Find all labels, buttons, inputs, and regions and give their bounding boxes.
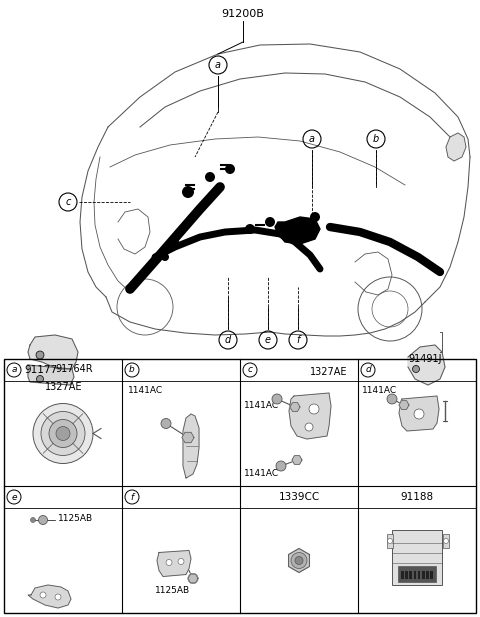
Bar (401, 571, 404, 579)
Polygon shape (28, 365, 74, 385)
Text: c: c (248, 365, 252, 375)
Polygon shape (157, 550, 191, 576)
Circle shape (38, 515, 48, 524)
Circle shape (33, 404, 93, 463)
Circle shape (309, 404, 319, 414)
Circle shape (295, 557, 303, 565)
Polygon shape (290, 403, 300, 412)
Circle shape (161, 418, 171, 428)
Polygon shape (289, 393, 331, 439)
Bar (398, 566, 436, 582)
Text: 1125AB: 1125AB (156, 586, 191, 595)
Polygon shape (399, 400, 409, 409)
Circle shape (205, 172, 215, 182)
Circle shape (41, 412, 85, 455)
Circle shape (31, 518, 36, 523)
Polygon shape (408, 345, 445, 385)
Polygon shape (28, 585, 71, 608)
Text: 1141AC: 1141AC (244, 470, 279, 479)
Polygon shape (28, 335, 78, 369)
Text: 1141AC: 1141AC (244, 401, 279, 410)
Polygon shape (275, 217, 320, 244)
Bar (392, 530, 442, 585)
Text: 91200B: 91200B (222, 9, 264, 19)
Bar (418, 571, 420, 579)
Text: 91764R: 91764R (55, 364, 93, 374)
Bar (431, 571, 433, 579)
Circle shape (225, 164, 235, 174)
Text: 1141AC: 1141AC (362, 386, 397, 395)
Text: e: e (265, 335, 271, 345)
Circle shape (55, 594, 61, 600)
Text: 91491J: 91491J (408, 354, 442, 364)
Text: a: a (11, 365, 17, 375)
Circle shape (276, 461, 286, 471)
Text: 1327AE: 1327AE (45, 382, 83, 392)
Bar (422, 571, 424, 579)
Circle shape (56, 426, 70, 441)
Text: 91188: 91188 (400, 492, 433, 502)
Bar (387, 534, 393, 548)
Bar (426, 571, 429, 579)
Polygon shape (292, 456, 302, 465)
Text: 1125AB: 1125AB (58, 514, 93, 523)
Bar (414, 571, 416, 579)
Circle shape (412, 365, 420, 373)
Text: f: f (131, 492, 133, 502)
Text: a: a (309, 134, 315, 144)
Circle shape (178, 558, 184, 565)
Circle shape (171, 238, 179, 246)
Polygon shape (399, 396, 439, 431)
Bar (409, 571, 412, 579)
Text: e: e (11, 492, 17, 502)
Circle shape (49, 420, 77, 447)
Circle shape (182, 186, 194, 198)
Text: f: f (296, 335, 300, 345)
Circle shape (387, 394, 397, 404)
Text: b: b (129, 365, 135, 375)
Circle shape (387, 539, 393, 544)
Polygon shape (446, 133, 466, 161)
Circle shape (40, 592, 46, 598)
Circle shape (305, 423, 313, 431)
Polygon shape (183, 414, 199, 478)
Circle shape (444, 539, 448, 544)
Polygon shape (188, 574, 198, 583)
Text: d: d (225, 335, 231, 345)
Text: 1327AE: 1327AE (310, 367, 348, 377)
Polygon shape (288, 549, 310, 573)
Circle shape (188, 573, 198, 584)
Text: c: c (65, 197, 71, 207)
Circle shape (166, 560, 172, 566)
Circle shape (161, 253, 169, 261)
Polygon shape (182, 433, 194, 442)
Bar (4, 359, 476, 613)
Circle shape (245, 224, 255, 234)
Circle shape (291, 552, 307, 568)
Bar (443, 534, 449, 548)
Text: d: d (365, 365, 371, 375)
Circle shape (272, 394, 282, 404)
Text: 1141AC: 1141AC (128, 386, 163, 395)
Circle shape (265, 217, 275, 227)
Circle shape (36, 351, 44, 359)
Text: 1339CC: 1339CC (278, 492, 320, 502)
Bar (405, 571, 408, 579)
Text: a: a (215, 60, 221, 70)
Circle shape (414, 409, 424, 419)
Text: b: b (373, 134, 379, 144)
Circle shape (36, 376, 44, 383)
Circle shape (310, 212, 320, 222)
Text: 91177: 91177 (24, 365, 57, 375)
